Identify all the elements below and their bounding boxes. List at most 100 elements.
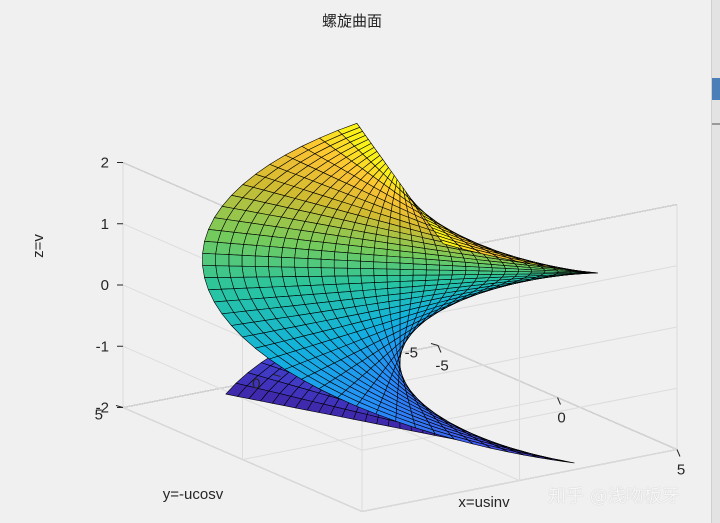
x-tick-label: 0 [557, 410, 565, 427]
surface-patch [412, 263, 427, 271]
surface-patch [412, 274, 427, 282]
surface-patch [386, 255, 401, 264]
watermark-text: 知乎 @浅吻板牙 [548, 486, 680, 507]
surface-patch [373, 261, 388, 270]
surface-patch [425, 274, 440, 281]
surface-patch [281, 266, 297, 278]
surface-patch [321, 242, 337, 253]
helicoid-surface [202, 123, 598, 464]
surface-patch [360, 253, 375, 263]
tick-labels: -2 -1 0 1 2 -5 0 5 -5 0 5 [95, 155, 686, 479]
z-axis-label: z=v [30, 234, 47, 258]
y-tick-label: -5 [405, 345, 418, 362]
surface-patch [360, 260, 375, 270]
surface-patch [202, 241, 218, 255]
surface-patch [215, 253, 230, 267]
x-tick-label: 5 [677, 462, 685, 479]
surface-patch [281, 247, 297, 259]
surface-patch [241, 255, 256, 267]
z-tick-label: 2 [101, 155, 109, 172]
surface-patch [386, 275, 401, 283]
surface-patch [241, 244, 258, 257]
surface-patch [215, 265, 231, 278]
surface-patch [439, 239, 463, 250]
surface-patch [334, 243, 350, 254]
z-tick-label: -1 [96, 338, 109, 355]
surface-patch [347, 275, 363, 285]
surface-patch [346, 260, 361, 269]
surface-patch [254, 255, 269, 268]
surface-patch [333, 259, 348, 269]
surface-patch [268, 266, 284, 278]
surface-patch [450, 274, 466, 280]
surface-patch [476, 273, 492, 279]
surface-patch [294, 248, 310, 259]
surface-patch [348, 282, 364, 292]
edge-highlight [712, 78, 720, 100]
surface-patch [215, 242, 231, 255]
surface-patch [374, 281, 388, 290]
surface-patch [282, 237, 299, 249]
y-tick-label: 5 [95, 407, 103, 424]
surface-patch [346, 267, 362, 277]
surface-patch [320, 250, 336, 261]
surface-patch [308, 240, 324, 251]
surface-patch [307, 249, 323, 260]
surface-patch [373, 275, 388, 283]
surface-patch [295, 239, 311, 250]
surface-patch [360, 268, 375, 277]
surface-patch [334, 275, 350, 285]
surface-patch [373, 254, 388, 263]
x-tick-label: -5 [435, 358, 448, 375]
surface-patch [282, 276, 299, 287]
surface-patch [268, 246, 284, 258]
surface-patch [360, 246, 375, 256]
surface-patch [399, 268, 414, 276]
z-tick-label: -2 [96, 400, 109, 417]
surface-patch [386, 268, 401, 276]
surface-patch [294, 257, 309, 268]
surface-patch [254, 266, 271, 278]
surface-patch [425, 269, 440, 276]
chart-title: 螺旋曲面 [322, 12, 382, 30]
surface-patch [436, 278, 452, 286]
surface-patch [310, 231, 327, 243]
surface-patch [489, 273, 505, 278]
surface-patch [360, 275, 375, 284]
surface-patch [386, 262, 401, 270]
surface-patch [269, 236, 286, 248]
surface-patch [307, 267, 323, 277]
z-tick-label: 1 [101, 216, 109, 233]
surface-patch [228, 243, 244, 256]
surface-patch [294, 266, 310, 277]
surface-patch [361, 282, 376, 291]
y-tick-mark [430, 343, 439, 346]
window-edge-strip [711, 0, 720, 523]
surface-patch [451, 269, 467, 276]
surface-patch [438, 269, 454, 276]
surface-patch [333, 251, 349, 261]
surface-patch [308, 275, 324, 286]
y-axis-label: y=-ucosv [163, 486, 224, 503]
surface-patch [321, 275, 337, 286]
surface-patch [254, 245, 271, 257]
surface-patch [333, 267, 349, 277]
surface-patch [437, 274, 453, 281]
x-tick-mark [557, 397, 561, 405]
surface-patch [202, 253, 216, 267]
surface-patch [202, 265, 218, 278]
x-tick-mark [676, 449, 681, 457]
surface-patch [320, 258, 335, 269]
surface-patch [320, 267, 336, 277]
y-tick-mark [115, 405, 124, 408]
surface-patch [477, 270, 493, 275]
surface-patch [464, 270, 480, 275]
x-axis-label: x=usinv [458, 494, 510, 511]
surface-patch [335, 283, 351, 293]
surface-patch [412, 269, 427, 276]
surface-patch [347, 244, 363, 255]
surface-patch [463, 274, 479, 280]
surface-patch [424, 279, 439, 287]
surface-patch [268, 256, 282, 268]
